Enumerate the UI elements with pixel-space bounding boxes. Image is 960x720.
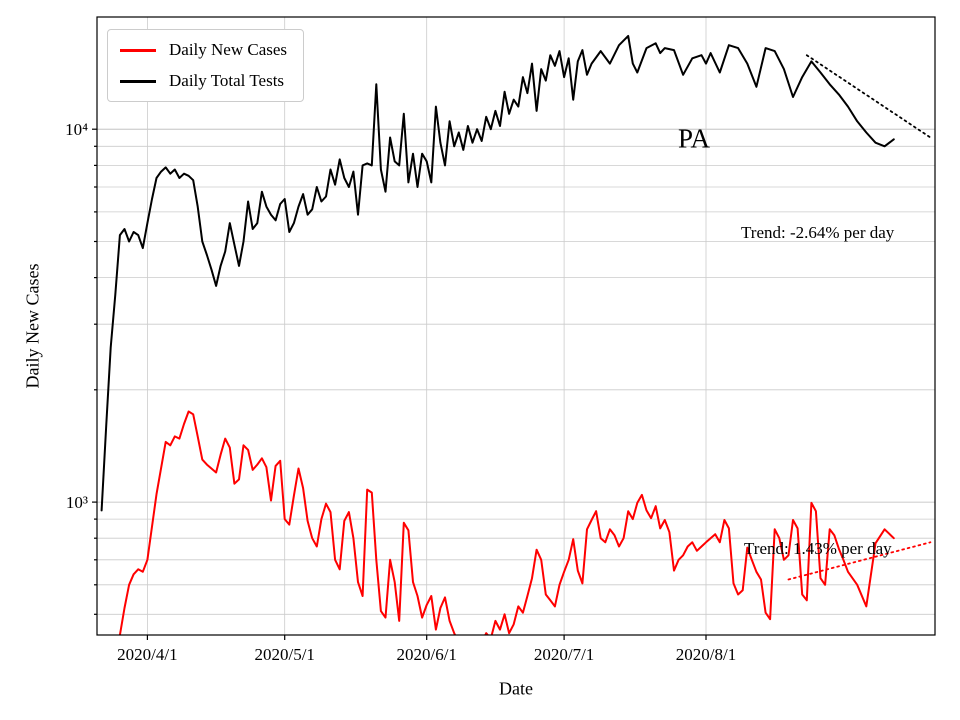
trend-annotation-cases: Trend: 1.43% per day bbox=[744, 539, 892, 558]
axes-frame bbox=[96, 16, 936, 636]
trend-line-daily-new-cases bbox=[787, 541, 932, 581]
legend-line-swatch-red bbox=[120, 48, 156, 52]
trend-line-daily-total-tests bbox=[805, 54, 932, 139]
legend-label: Daily Total Tests bbox=[169, 71, 285, 90]
legend-item-daily-total-tests: Daily Total Tests bbox=[120, 71, 287, 91]
state-annotation: PA bbox=[677, 123, 711, 154]
x-tick-label: 2020/4/1 bbox=[117, 645, 177, 664]
y-tick-label: 10³ bbox=[66, 493, 88, 512]
x-tick-label: 2020/7/1 bbox=[534, 645, 594, 664]
trend-annotation-tests: Trend: -2.64% per day bbox=[741, 223, 895, 242]
series-line-daily-total-tests bbox=[100, 34, 895, 512]
x-axis-label: Date bbox=[499, 678, 533, 699]
x-tick-label: 2020/6/1 bbox=[396, 645, 456, 664]
legend-label: Daily New Cases bbox=[169, 40, 288, 59]
series-line-daily-new-cases bbox=[118, 410, 895, 635]
grid bbox=[97, 17, 935, 635]
legend-line-swatch-black bbox=[120, 79, 156, 83]
legend-item-daily-new-cases: Daily New Cases bbox=[120, 40, 287, 60]
legend: Daily New Cases Daily Total Tests bbox=[107, 29, 305, 102]
tick-marks bbox=[92, 128, 707, 640]
x-tick-label: 2020/8/1 bbox=[676, 645, 736, 664]
series-layer bbox=[100, 34, 932, 635]
tick-labels: 2020/4/1 2020/5/1 2020/6/1 2020/7/1 2020/8/1… bbox=[65, 120, 736, 664]
y-tick-label: 10⁴ bbox=[65, 120, 88, 139]
x-tick-label: 2020/5/1 bbox=[254, 645, 314, 664]
y-axis-label: Daily New Cases bbox=[22, 263, 43, 389]
